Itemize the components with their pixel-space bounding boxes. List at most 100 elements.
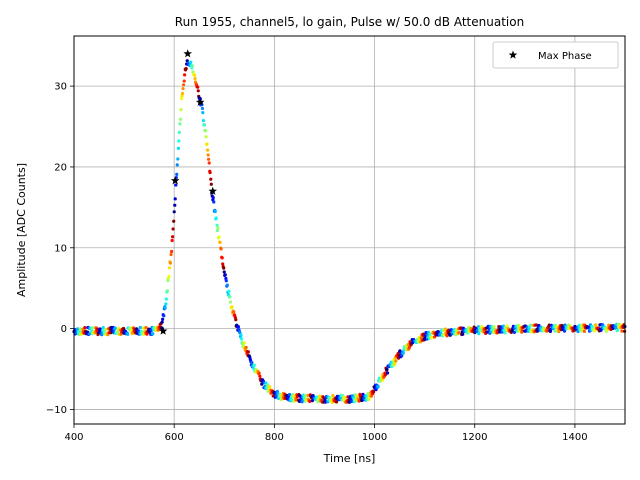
data-point (104, 327, 108, 331)
data-point (219, 247, 223, 251)
legend-box (492, 41, 619, 69)
data-point (208, 170, 212, 175)
data-point (175, 163, 179, 167)
data-point (217, 235, 221, 239)
data-point (88, 332, 92, 336)
data-point (461, 332, 465, 336)
max-phase-star (183, 49, 192, 58)
data-point (223, 273, 227, 277)
data-point (239, 337, 244, 341)
data-point (616, 328, 620, 332)
data-point (242, 341, 246, 345)
data-point (430, 335, 434, 340)
data-point (369, 394, 374, 398)
data-point (168, 261, 173, 265)
data-point (334, 400, 339, 404)
data-point (215, 223, 219, 227)
max-phase-star (170, 176, 180, 185)
data-point (310, 399, 315, 403)
data-point (176, 157, 180, 161)
data-point (196, 85, 200, 89)
data-point (505, 324, 509, 328)
data-point (193, 76, 197, 81)
data-point (113, 326, 117, 330)
data-point (209, 177, 213, 181)
data-point (304, 393, 308, 397)
data-point (250, 361, 254, 365)
data-point (436, 330, 440, 334)
data-point (169, 252, 173, 257)
data-point (200, 106, 205, 111)
data-point (189, 60, 193, 64)
x-tick-label: 1400 (562, 432, 587, 443)
x-axis-label: Time [ns] (323, 452, 376, 465)
data-point (492, 325, 496, 329)
legend: Max Phase (492, 41, 619, 69)
data-point (582, 329, 586, 334)
data-point (528, 323, 533, 327)
data-point (469, 327, 473, 331)
data-point (164, 302, 168, 306)
data-point (203, 129, 208, 133)
data-point (213, 209, 217, 214)
data-point (171, 235, 175, 239)
data-point (204, 135, 208, 139)
data-point (83, 326, 87, 330)
data-points (72, 59, 627, 405)
data-point (593, 329, 597, 333)
data-point (183, 73, 187, 77)
data-point (225, 283, 229, 287)
data-point (179, 108, 183, 112)
legend-entry-max-phase: Max Phase (538, 51, 592, 62)
y-tick-label: 20 (54, 162, 67, 173)
y-axis-ticks: −10 0 10 20 30 (46, 82, 74, 416)
data-point (512, 330, 517, 334)
data-point (300, 399, 305, 403)
data-point (170, 238, 174, 243)
data-point (162, 314, 166, 318)
data-point (181, 83, 186, 87)
data-point (182, 79, 186, 83)
data-point (393, 361, 397, 366)
data-point (185, 59, 189, 63)
data-point (537, 323, 541, 328)
x-tick-label: 1000 (362, 432, 387, 443)
data-point (457, 331, 461, 335)
data-point (173, 197, 177, 201)
data-point (77, 330, 81, 334)
x-tick-label: 600 (165, 432, 184, 443)
data-point (222, 270, 226, 274)
data-point (163, 306, 167, 310)
data-point (215, 228, 219, 233)
plot-frame (73, 35, 626, 425)
max-phase-markers (158, 49, 218, 335)
data-point (244, 345, 248, 350)
data-point (445, 334, 449, 338)
data-point (181, 86, 185, 91)
data-point (192, 73, 197, 77)
data-point (144, 326, 148, 330)
data-point (176, 146, 181, 150)
data-point (177, 130, 181, 134)
data-point (167, 274, 171, 278)
data-point (161, 317, 165, 321)
data-point (477, 332, 481, 336)
data-point (209, 182, 213, 186)
data-point (401, 351, 405, 355)
data-point (167, 266, 172, 270)
data-point (268, 384, 272, 389)
data-point (232, 310, 236, 314)
data-point (562, 329, 567, 333)
data-point (394, 359, 398, 363)
data-point (214, 216, 218, 220)
data-point (211, 196, 215, 200)
data-point (443, 327, 448, 331)
data-point (316, 400, 320, 404)
data-point (343, 396, 347, 400)
data-point (376, 385, 380, 389)
data-point (206, 153, 210, 157)
data-point (178, 122, 182, 126)
max-phase-star (208, 186, 218, 195)
data-point (173, 203, 177, 207)
